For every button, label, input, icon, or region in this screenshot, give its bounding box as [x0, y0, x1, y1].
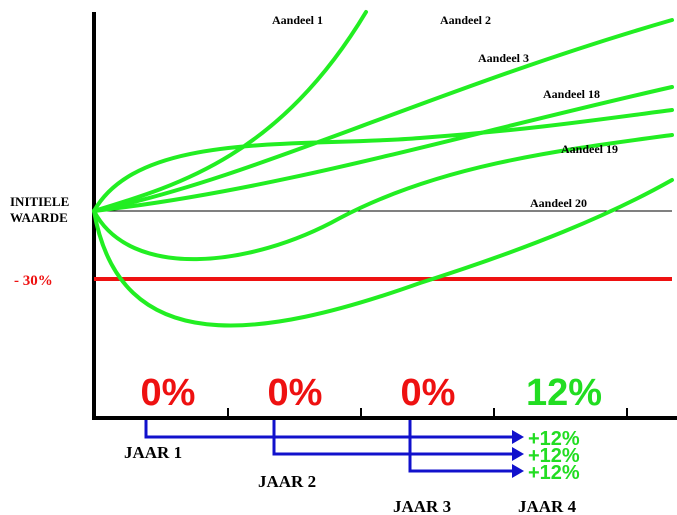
- coupon-year-4: 12%: [526, 372, 602, 414]
- carry-arrows: [144, 420, 514, 473]
- series-line-aandeel-1: [92, 10, 368, 213]
- carried-coupon-1: +12%: [528, 428, 580, 450]
- series-label-aandeel-1: Aandeel 1: [272, 13, 323, 27]
- carry-arrow-year-1: [144, 420, 514, 439]
- series-label-aandeel-20: Aandeel 20: [530, 196, 587, 210]
- series-line-aandeel-20: [92, 178, 674, 328]
- carry-arrow-year-2: [272, 420, 514, 456]
- carried-coupon-3: +12%: [528, 462, 580, 484]
- series-labels: Aandeel 1 Aandeel 2 Aandeel 3 Aandeel 18…: [272, 13, 618, 210]
- x-label-jaar-4: JAAR 4: [518, 497, 577, 515]
- carried-coupon-2: +12%: [528, 445, 580, 467]
- arrow-head: [512, 464, 524, 478]
- x-axis-labels: JAAR 1 JAAR 2 JAAR 3 JAAR 4: [124, 443, 577, 515]
- x-axis-ticks: [227, 408, 628, 418]
- arrow-head: [512, 430, 524, 444]
- arrow-head: [512, 447, 524, 461]
- series-label-aandeel-3: Aandeel 3: [478, 51, 529, 65]
- x-label-jaar-3: JAAR 3: [393, 497, 451, 515]
- series-line-aandeel-2: [92, 18, 674, 213]
- coupon-year-2: 0%: [268, 372, 323, 414]
- coupon-labels: 0% 0% 0% 12%: [141, 372, 602, 414]
- coupon-year-1: 0%: [141, 372, 196, 414]
- series-label-aandeel-19: Aandeel 19: [561, 142, 618, 156]
- series-label-aandeel-18: Aandeel 18: [543, 87, 600, 101]
- series-label-aandeel-2: Aandeel 2: [440, 13, 491, 27]
- carried-coupons: +12% +12% +12%: [528, 428, 580, 484]
- arrow-heads: [512, 430, 524, 478]
- carry-arrow-year-3: [408, 420, 514, 473]
- series-lines: [92, 10, 674, 328]
- x-label-jaar-1: JAAR 1: [124, 443, 182, 462]
- initial-value-label-line2: WAARDE: [10, 210, 68, 225]
- series-line-aandeel-3: [92, 85, 674, 213]
- series-line-aandeel-19: [92, 133, 674, 262]
- barrier-label: - 30%: [14, 273, 53, 289]
- series-line-aandeel-18: [92, 108, 674, 213]
- coupon-year-3: 0%: [401, 372, 456, 414]
- x-label-jaar-2: JAAR 2: [258, 472, 316, 491]
- initial-value-label-line1: INITIELE: [10, 194, 69, 209]
